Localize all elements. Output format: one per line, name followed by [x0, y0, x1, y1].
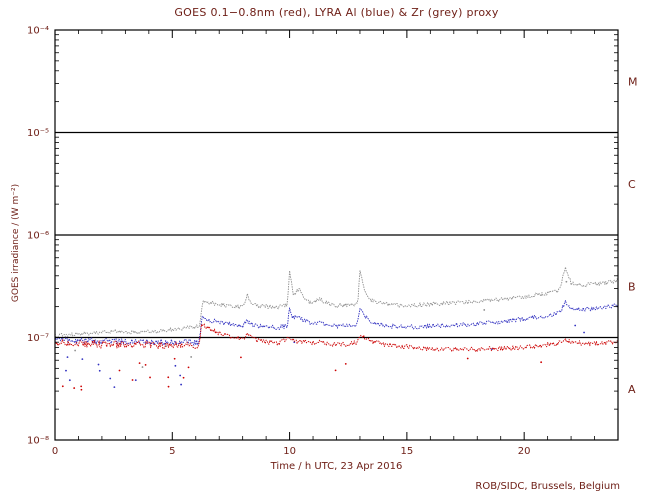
outlier-dot-blue [574, 324, 577, 327]
x-tick-label: 15 [401, 446, 414, 457]
y-tick-label: 10⁻⁴ [27, 26, 49, 37]
outlier-dot-grey [190, 356, 193, 358]
x-axis-label: Time / h UTC, 23 Apr 2016 [270, 461, 403, 472]
series-blue [54, 300, 619, 346]
outlier-dot-grey [141, 366, 144, 368]
outlier-dot-red [118, 369, 121, 372]
outlier-dot-blue [180, 383, 183, 386]
outlier-dot-blue [583, 331, 585, 334]
outlier-dot-red [187, 366, 190, 369]
outlier-dot-red [61, 385, 64, 388]
outlier-dot-red [149, 376, 151, 379]
outlier-dot-blue [98, 369, 101, 372]
outlier-dot-red [182, 376, 185, 379]
outlier-dot-red [240, 356, 242, 359]
outlier-dot-grey [74, 349, 77, 352]
outlier-dot-red [344, 362, 347, 365]
outlier-dot-blue [68, 379, 71, 382]
y-tick-label: 10⁻⁸ [27, 436, 49, 447]
chart-title: GOES 0.1−0.8nm (red), LYRA Al (blue) & Z… [174, 6, 499, 19]
outlier-dot-red [80, 388, 83, 391]
outlier-dot-red [540, 361, 543, 364]
outlier-dot-red [80, 385, 83, 388]
outlier-dot-grey [565, 280, 568, 283]
y-tick-label: 10⁻⁶ [27, 231, 49, 242]
outlier-dot-red [466, 357, 469, 360]
outlier-dot-red [173, 357, 176, 360]
outlier-dot-blue [97, 363, 100, 366]
outlier-dot-blue [66, 356, 69, 359]
x-tick-label: 5 [169, 446, 175, 457]
flare-class-label-B: B [628, 280, 636, 293]
outlier-dot-grey [483, 309, 486, 311]
x-tick-label: 10 [283, 446, 296, 457]
outlier-dot-red [144, 363, 147, 366]
outlier-dot-blue [65, 369, 67, 372]
x-tick-label: 20 [518, 446, 531, 457]
outlier-dot-blue [109, 377, 112, 380]
outlier-dot-red [73, 387, 76, 389]
outlier-dot-blue [179, 374, 182, 377]
outlier-dot-blue [174, 364, 177, 367]
outlier-dot-red [138, 362, 141, 364]
flare-class-label-A: A [628, 383, 636, 396]
y-axis-label: GOES irradiance / (W m⁻²) [11, 183, 21, 303]
x-tick-label: 0 [52, 446, 58, 457]
outlier-dot-red [167, 376, 170, 379]
outlier-dot-blue [134, 379, 137, 382]
flare-class-label-C: C [628, 178, 636, 191]
y-tick-label: 10⁻⁵ [27, 128, 49, 139]
outlier-dot-red [131, 379, 134, 381]
series-grey [54, 266, 619, 338]
outlier-dot-blue [81, 358, 84, 361]
outlier-dot-red [334, 369, 337, 372]
y-tick-label: 10⁻⁷ [27, 333, 49, 344]
outlier-dot-red [167, 385, 170, 388]
series-red [54, 323, 619, 352]
credit-text: ROB/SIDC, Brussels, Belgium [475, 481, 620, 492]
outlier-dot-blue [113, 386, 116, 389]
flare-class-label-M: M [628, 75, 638, 88]
